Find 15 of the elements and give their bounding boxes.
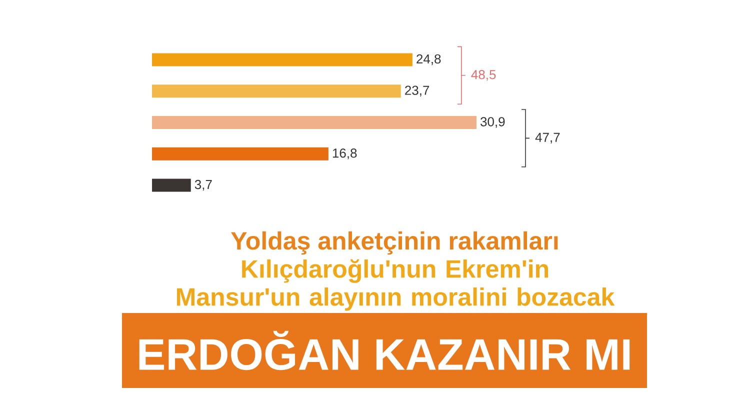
text: Kılıçdaroğlu'nun Ekrem'in Mansur'un alayının moralini bozacak <box>176 259 615 311</box>
bar <box>152 147 328 160</box>
bar <box>152 178 191 192</box>
data-label: 3,7 <box>194 180 212 191</box>
bar <box>152 53 412 66</box>
bar <box>152 84 401 98</box>
data-label: 23,7 <box>405 86 430 96</box>
data-label: 24,8 <box>416 54 441 66</box>
annotation: 48,5 <box>471 70 496 81</box>
data-label: 16,8 <box>332 148 357 160</box>
text: 47,7 <box>535 132 560 144</box>
text: Yoldaş anketçinin rakamları <box>231 231 558 255</box>
data-label: 30,9 <box>480 117 505 128</box>
bar <box>152 116 476 129</box>
text: ERDOĞAN KAZANIR MI <box>139 330 630 370</box>
